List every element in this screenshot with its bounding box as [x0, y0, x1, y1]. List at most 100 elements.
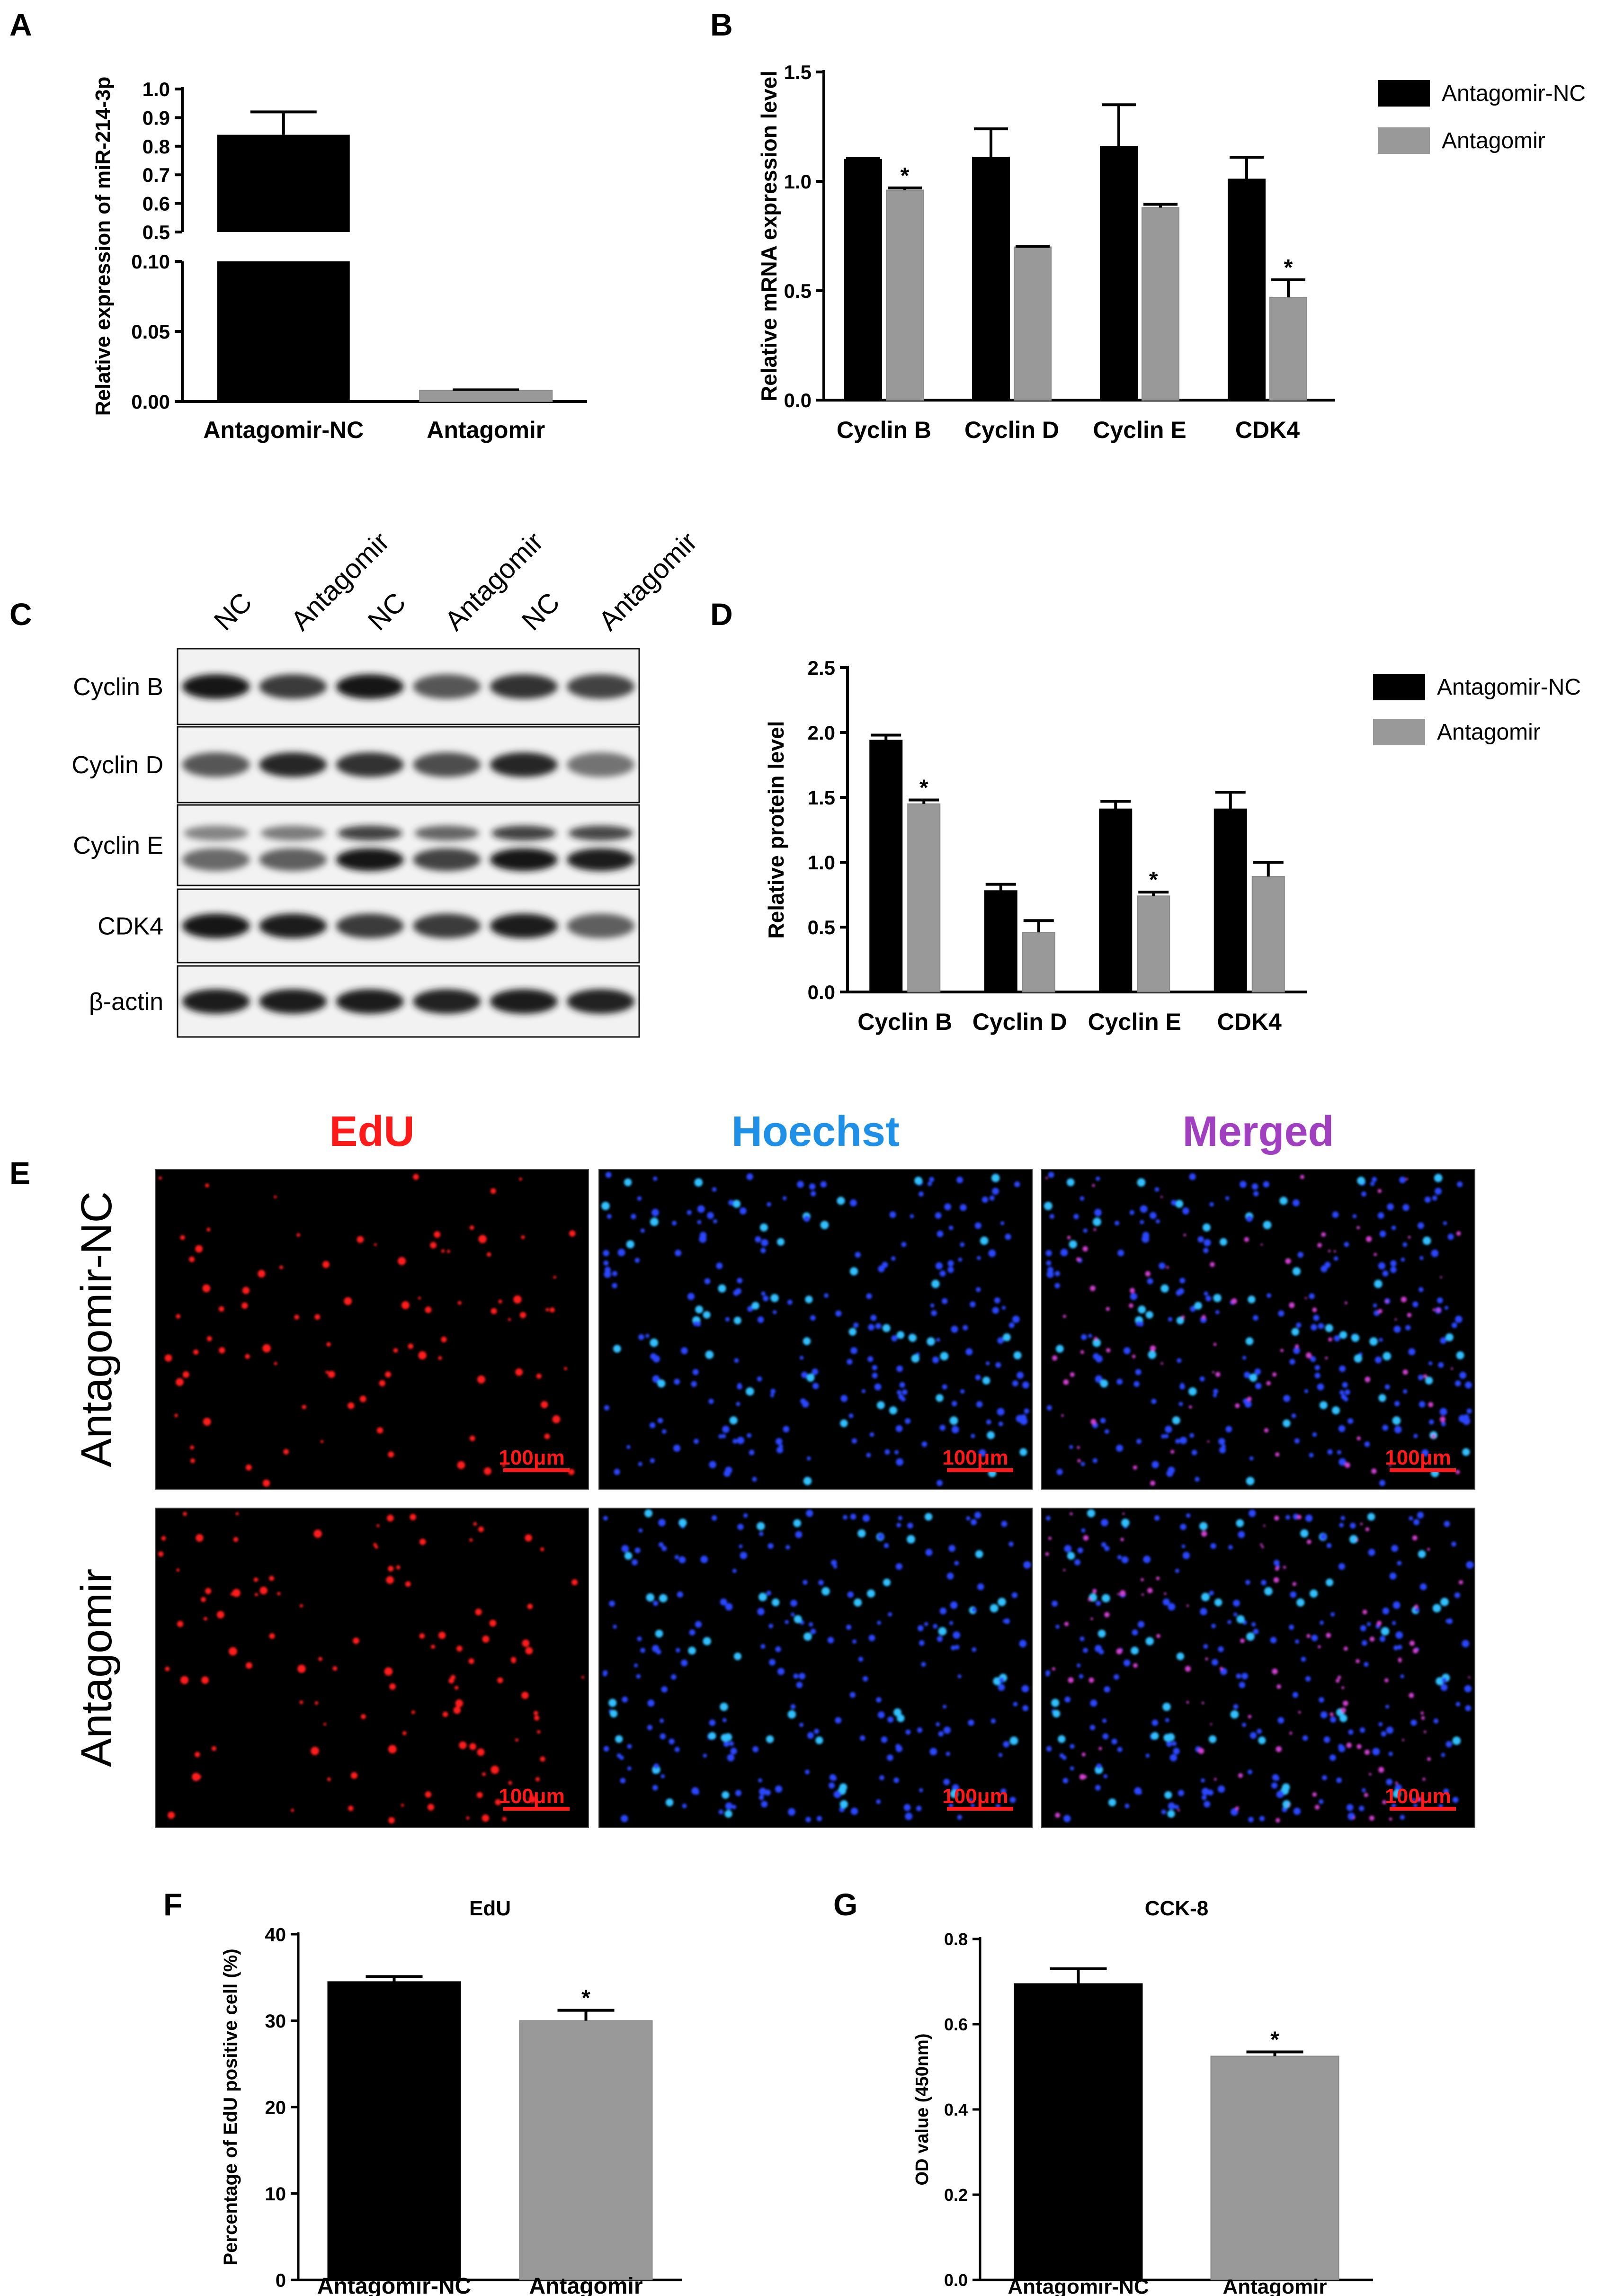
- edu-nucleus: [1083, 1775, 1087, 1779]
- nucleus: [733, 1316, 741, 1324]
- nucleus: [1001, 1520, 1008, 1527]
- nucleus: [1154, 1187, 1160, 1192]
- nucleus: [1132, 1629, 1138, 1636]
- edu-nucleus: [165, 1666, 170, 1671]
- nucleus: [1070, 1766, 1074, 1771]
- nucleus: [1123, 1659, 1131, 1667]
- edu-nucleus: [1077, 1446, 1080, 1449]
- nucleus: [1292, 1199, 1300, 1206]
- edu-nucleus: [1106, 1348, 1111, 1353]
- nucleus: [1209, 1202, 1214, 1207]
- edu-nucleus: [1201, 1531, 1207, 1537]
- edu-nucleus: [466, 1816, 470, 1820]
- edu-nucleus: [241, 1302, 248, 1309]
- edu-nucleus: [1170, 1449, 1175, 1454]
- edu-nucleus: [313, 1529, 322, 1538]
- micrograph-merged-antagomir: 100μm: [1041, 1508, 1475, 1828]
- nucleus: [1411, 1798, 1416, 1802]
- nucleus: [990, 1718, 996, 1724]
- edu-nucleus: [216, 1611, 224, 1619]
- edu-nucleus: [1340, 1707, 1346, 1713]
- nucleus: [1372, 1177, 1377, 1182]
- nucleus: [1140, 1205, 1148, 1213]
- nucleus: [1147, 1278, 1153, 1285]
- nucleus: [603, 1516, 608, 1521]
- nucleus: [850, 1807, 858, 1815]
- legend-label: Antagomir: [1442, 128, 1545, 153]
- edu-nucleus: [1130, 1287, 1135, 1293]
- nucleus: [1133, 1381, 1140, 1387]
- nucleus: [1168, 1603, 1176, 1611]
- edu-nucleus: [1120, 1537, 1124, 1541]
- nucleus: [1249, 1373, 1258, 1382]
- nucleus: [1348, 1729, 1354, 1735]
- nucleus: [1435, 1188, 1442, 1195]
- edu-nucleus: [269, 1633, 275, 1639]
- bar-cyclin-e-s1: [1142, 207, 1179, 401]
- edu-nucleus: [489, 1619, 497, 1627]
- edu-nucleus: [1090, 1617, 1093, 1620]
- nucleus: [889, 1211, 896, 1218]
- nucleus: [893, 1777, 899, 1783]
- edu-nucleus: [1276, 1684, 1281, 1689]
- nucleus: [863, 1676, 868, 1682]
- nucleus: [805, 1817, 811, 1823]
- nucleus: [1372, 1748, 1380, 1756]
- nucleus: [1451, 1541, 1456, 1547]
- y-tick-label: 0.6: [143, 193, 170, 215]
- nucleus: [1382, 1608, 1390, 1615]
- lane-label: NC: [516, 587, 565, 636]
- nucleus: [660, 1774, 665, 1778]
- nucleus: [998, 1684, 1005, 1691]
- nucleus: [797, 1180, 804, 1188]
- edu-nucleus: [232, 1589, 241, 1597]
- nucleus: [728, 1200, 734, 1206]
- nucleus: [809, 1622, 813, 1627]
- nucleus: [1145, 1311, 1153, 1319]
- nucleus: [697, 1205, 705, 1213]
- nucleus: [811, 1191, 816, 1197]
- micrograph-edu-antagomir-nc: 100μm: [155, 1169, 589, 1490]
- nucleus: [1325, 1324, 1333, 1332]
- edu-nucleus: [1439, 1416, 1445, 1422]
- nucleus: [930, 1303, 935, 1308]
- nucleus: [1339, 1365, 1346, 1372]
- cell-nuclei: [1045, 1509, 1474, 1823]
- nucleus: [1462, 1640, 1470, 1648]
- blot-band: [182, 848, 250, 871]
- nucleus: [1022, 1705, 1029, 1711]
- edu-nucleus: [1187, 1604, 1189, 1607]
- edu-nucleus: [1266, 1381, 1271, 1386]
- nucleus: [1400, 1674, 1404, 1679]
- nucleus: [1397, 1644, 1402, 1650]
- nucleus: [1055, 1625, 1060, 1629]
- bar-cyclin-e-s1: [1137, 895, 1170, 992]
- nucleus: [1379, 1338, 1383, 1342]
- edu-nucleus: [1329, 1712, 1334, 1716]
- nucleus: [1296, 1322, 1302, 1328]
- nucleus: [607, 1214, 612, 1219]
- edu-nucleus: [1244, 1237, 1249, 1242]
- bar-cyclin-e-s0: [1099, 808, 1133, 993]
- edu-nucleus: [425, 1791, 432, 1798]
- nucleus: [1194, 1302, 1202, 1310]
- nucleus: [604, 1267, 611, 1273]
- nucleus: [998, 1421, 1003, 1427]
- nucleus: [1219, 1238, 1227, 1246]
- nucleus: [1246, 1632, 1255, 1641]
- edu-nucleus: [1185, 1666, 1191, 1672]
- nucleus: [946, 1751, 950, 1756]
- edu-nucleus: [521, 1235, 525, 1239]
- nucleus: [704, 1278, 711, 1285]
- nucleus: [1117, 1747, 1123, 1752]
- edu-nucleus: [164, 1354, 172, 1362]
- nucleus: [1436, 1677, 1444, 1686]
- nucleus: [612, 1271, 617, 1277]
- nucleus: [889, 1406, 897, 1415]
- nucleus: [758, 1778, 762, 1783]
- nucleus: [1391, 1225, 1396, 1230]
- nucleus: [1188, 1387, 1197, 1396]
- edu-nucleus: [534, 1711, 538, 1715]
- nucleus: [659, 1594, 668, 1603]
- nucleus: [1165, 1426, 1172, 1433]
